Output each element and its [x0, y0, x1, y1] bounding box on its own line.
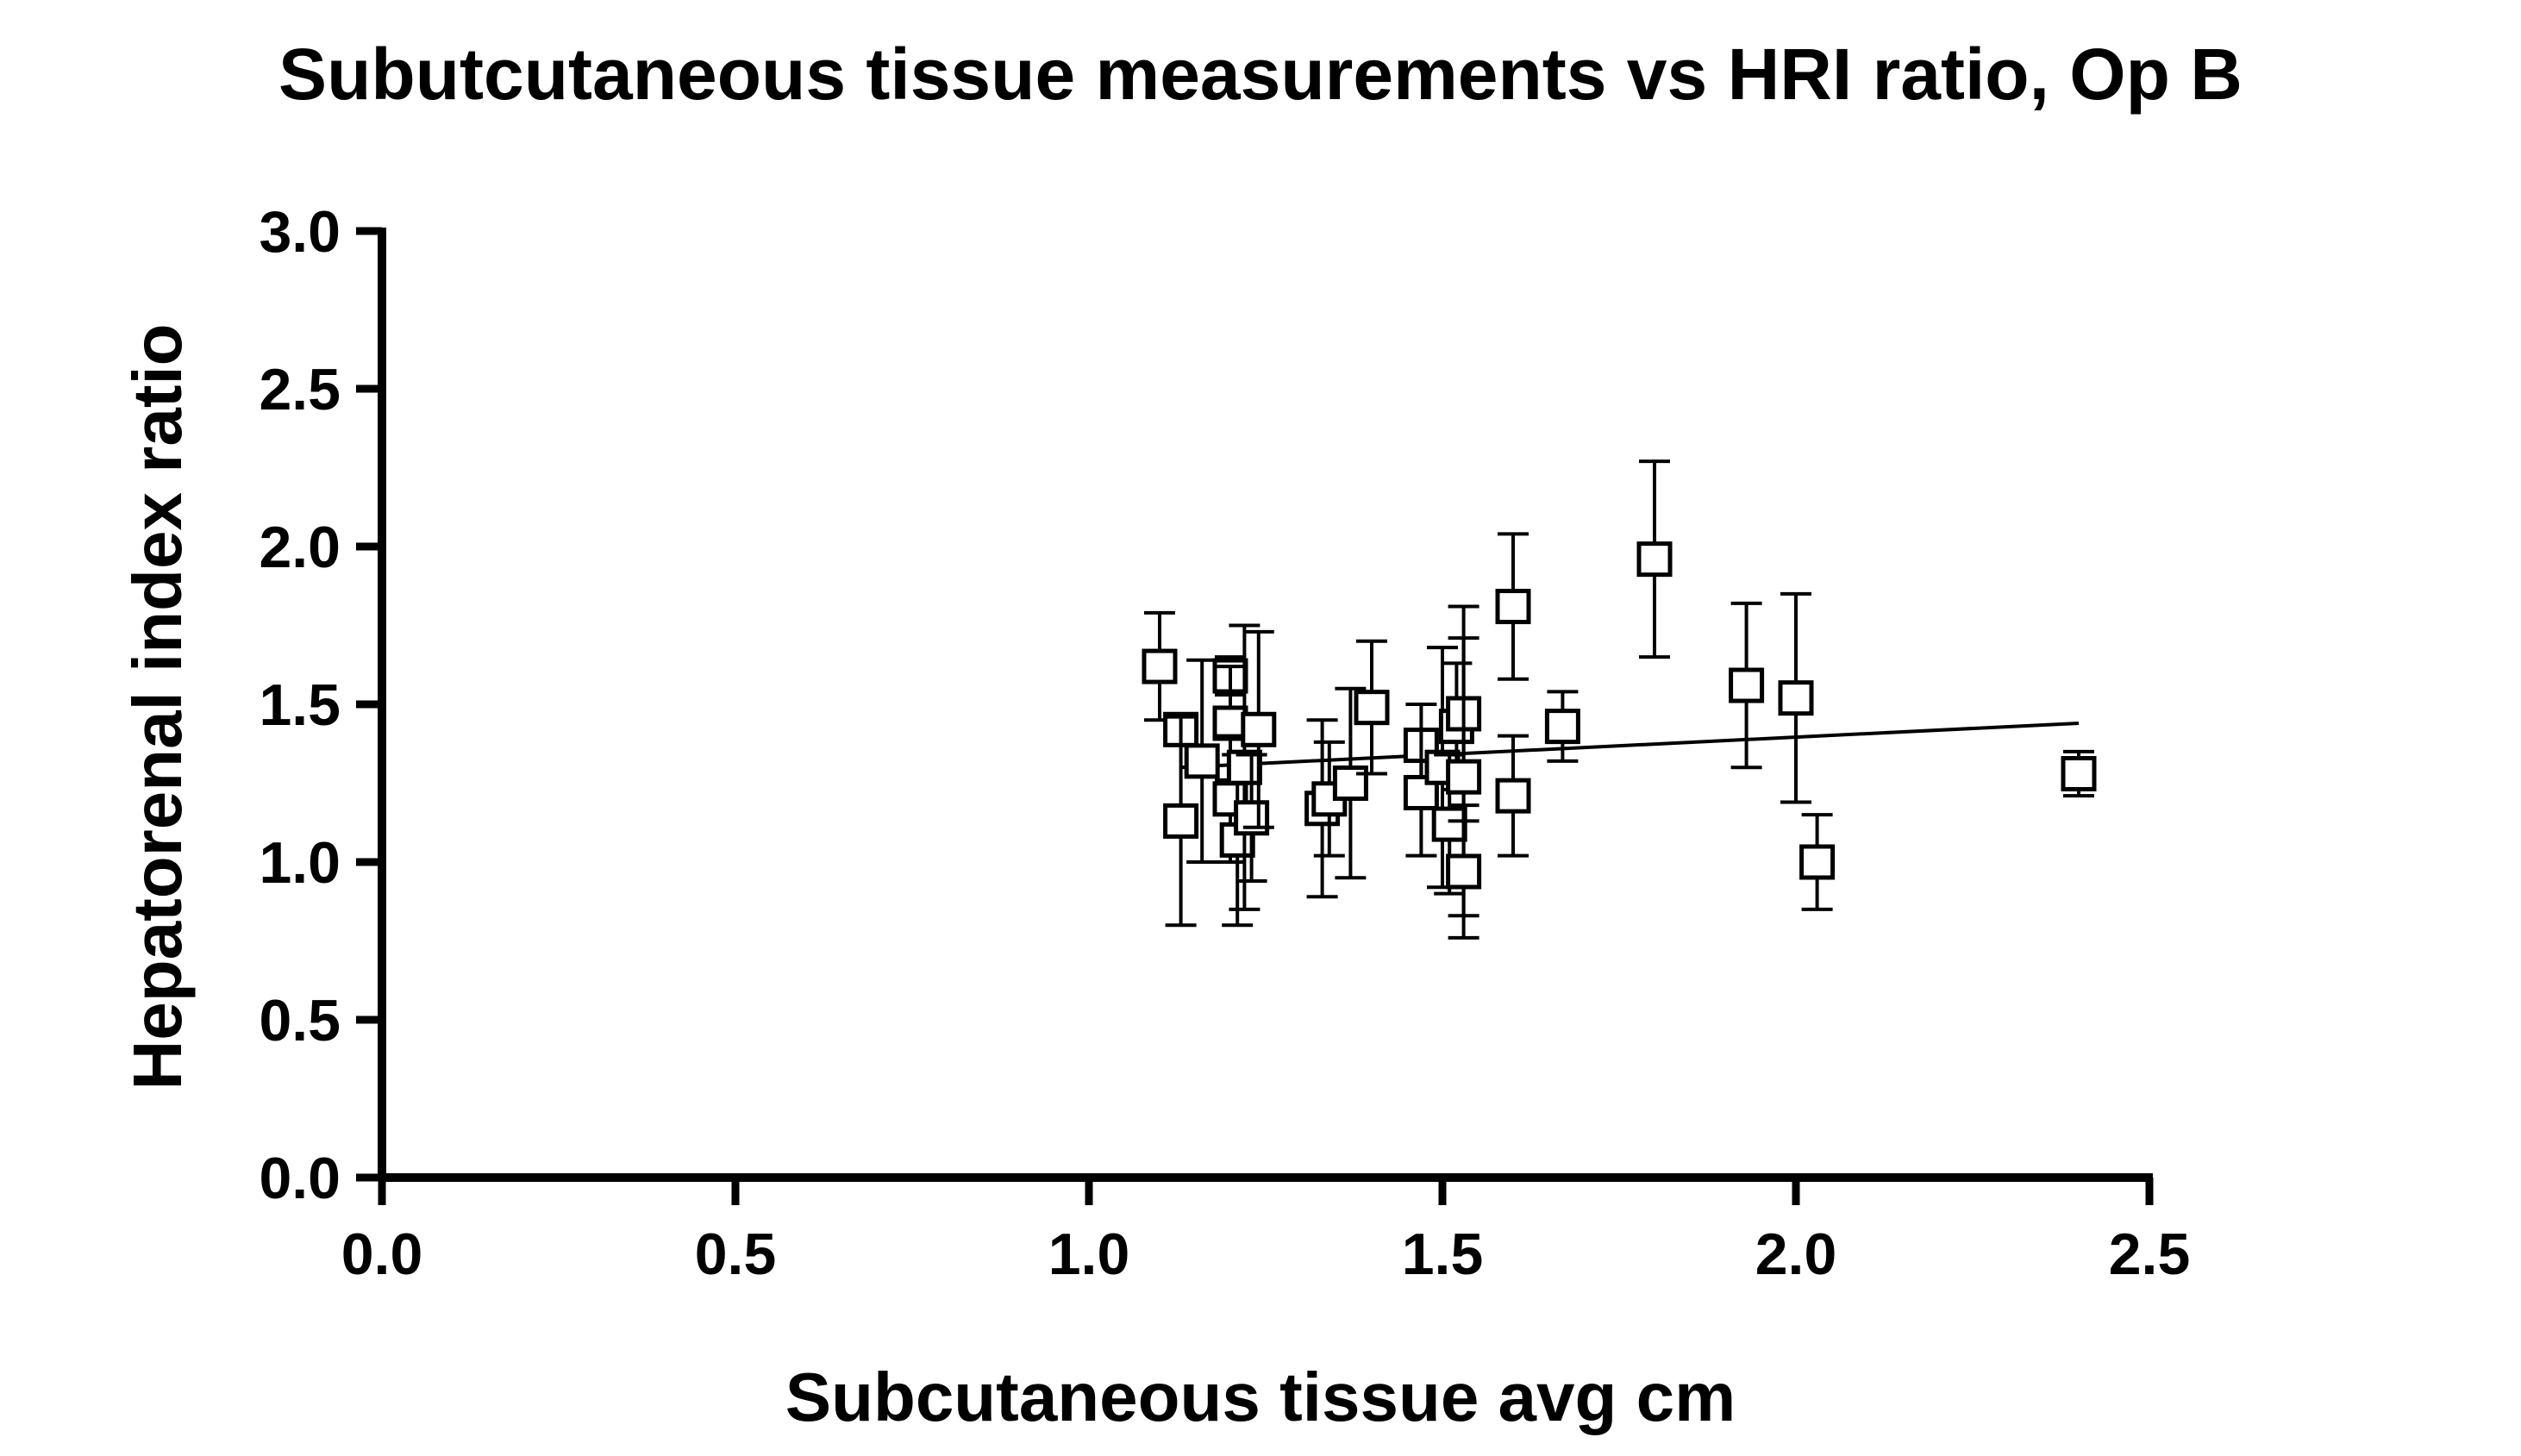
x-tick-label: 0.5: [695, 1222, 777, 1287]
square-marker: [1354, 690, 1390, 726]
square-marker: [1446, 759, 1482, 795]
data-point: [1495, 532, 1531, 681]
square-marker: [1403, 774, 1439, 810]
y-tick-label: 0.5: [259, 988, 341, 1053]
square-marker: [1431, 806, 1467, 842]
data-point: [1544, 690, 1580, 763]
square-marker: [1332, 765, 1368, 801]
square-marker: [1241, 711, 1277, 747]
axes: 0.0 0.5 1.0 1.5 2.0 2.5 3.0 0.0 0.5 1.0 1.5 2.0 2.5: [259, 199, 2190, 1287]
data-point: [1446, 803, 1482, 940]
data-point: [1729, 601, 1765, 770]
square-marker: [1729, 667, 1765, 703]
x-tick-label: 2.0: [1755, 1222, 1837, 1287]
trendline: [1180, 721, 2080, 770]
square-marker: [2061, 756, 2097, 792]
trendline-group: [1180, 721, 2080, 770]
y-tick-label: 0.0: [259, 1146, 341, 1211]
y-tick-label: 3.0: [259, 199, 341, 265]
x-tick-label: 2.5: [2109, 1222, 2191, 1287]
data-point: [1354, 639, 1390, 776]
data-point: [1184, 658, 1220, 864]
square-marker: [1636, 541, 1673, 578]
square-marker: [1142, 648, 1178, 684]
data-point: [1332, 686, 1368, 880]
x-tick-label: 1.0: [1048, 1222, 1130, 1287]
data-point: [1495, 734, 1531, 858]
data-point: [1226, 623, 1262, 911]
data-point: [1446, 636, 1482, 918]
data-point: [1799, 813, 1836, 911]
data-point: [1163, 715, 1199, 928]
square-marker: [1778, 680, 1814, 716]
y-tick-label: 2.0: [259, 515, 341, 580]
square-marker: [1226, 749, 1262, 785]
y-tick-label: 1.0: [259, 830, 341, 896]
y-tick-label: 2.5: [259, 357, 341, 422]
square-marker: [1163, 803, 1199, 839]
data-points: [1142, 459, 2097, 940]
data-point: [1403, 728, 1439, 858]
data-point: [1241, 629, 1277, 829]
square-marker: [1495, 778, 1531, 814]
y-tick-label: 1.5: [259, 672, 341, 738]
x-tick-label: 0.0: [341, 1222, 423, 1287]
data-point: [1778, 591, 1814, 804]
square-marker: [1799, 844, 1836, 880]
chart-title: Subutcutaneous tissue measurements vs HR…: [278, 34, 2243, 115]
square-marker: [1446, 853, 1482, 890]
data-point: [1636, 459, 1673, 659]
data-point: [2061, 749, 2097, 798]
square-marker: [1495, 589, 1531, 625]
x-axis-label: Subcutaneous tissue avg cm: [785, 1359, 1736, 1435]
y-axis-label: Hepatorenal index ratio: [119, 323, 196, 1090]
square-marker: [1184, 743, 1220, 779]
data-point: [1142, 610, 1178, 722]
x-tick-label: 1.5: [1402, 1222, 1484, 1287]
data-point: [1234, 753, 1270, 883]
square-marker: [1544, 709, 1580, 745]
